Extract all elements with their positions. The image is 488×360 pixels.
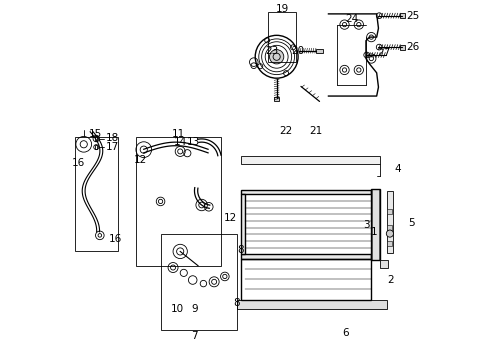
Bar (135, 137, 221, 266)
Bar (399, 45, 405, 50)
Text: 23: 23 (264, 46, 278, 56)
Bar (315, 49, 323, 53)
Bar (241, 190, 370, 194)
Text: 5: 5 (407, 218, 414, 228)
Circle shape (269, 50, 283, 64)
Text: 6: 6 (342, 328, 348, 338)
Text: 2: 2 (387, 275, 393, 285)
Bar (241, 254, 370, 258)
Bar (386, 225, 391, 230)
Text: 3: 3 (363, 220, 369, 230)
Bar (386, 241, 391, 246)
Text: 17: 17 (105, 142, 119, 152)
Text: 1: 1 (370, 227, 377, 237)
Text: 18: 18 (105, 133, 119, 143)
Text: 25: 25 (406, 11, 419, 21)
Text: 16: 16 (109, 234, 122, 244)
Bar (241, 194, 244, 254)
Text: 24: 24 (345, 14, 358, 24)
Text: 7: 7 (191, 332, 198, 342)
Text: 9: 9 (191, 304, 198, 314)
Bar (75, 137, 118, 251)
Text: 15: 15 (88, 129, 102, 139)
Text: 11: 11 (171, 129, 184, 139)
Bar (379, 260, 387, 267)
Text: 12: 12 (134, 155, 147, 165)
Bar (386, 208, 391, 214)
Text: 20: 20 (290, 46, 304, 56)
Bar (95, 145, 97, 149)
Text: 14: 14 (174, 138, 187, 148)
Bar (160, 234, 237, 330)
Bar (399, 13, 405, 18)
Bar (274, 97, 279, 101)
Text: 26: 26 (406, 42, 419, 52)
Bar (95, 136, 97, 141)
Text: 10: 10 (171, 304, 184, 314)
Text: 22: 22 (279, 126, 292, 136)
Bar (370, 189, 380, 260)
Bar (241, 258, 370, 300)
Text: 16: 16 (72, 158, 85, 168)
Text: 13: 13 (187, 137, 200, 147)
Text: 19: 19 (275, 4, 288, 14)
Text: 8: 8 (237, 245, 244, 255)
Bar (241, 156, 380, 164)
Bar (386, 191, 392, 253)
Circle shape (386, 230, 393, 237)
Text: 4: 4 (394, 164, 401, 174)
Text: 27: 27 (376, 48, 389, 58)
Bar (267, 12, 296, 62)
Bar (237, 300, 386, 309)
Text: 12: 12 (223, 212, 236, 222)
Text: 21: 21 (309, 126, 322, 136)
Text: 8: 8 (233, 298, 240, 308)
